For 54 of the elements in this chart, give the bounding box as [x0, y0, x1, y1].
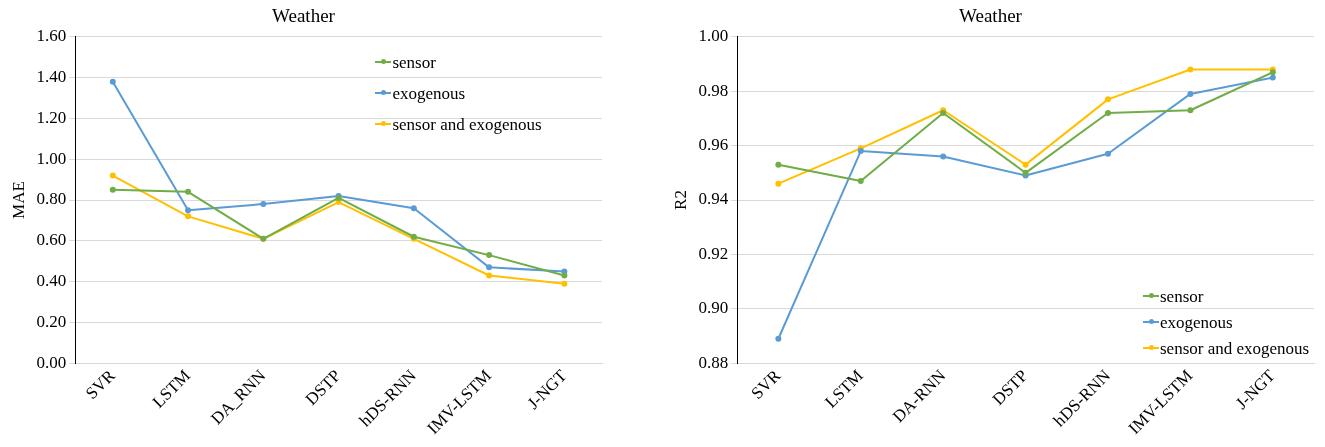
y-tick-label: 1.20	[36, 107, 67, 127]
point	[486, 264, 493, 271]
point	[775, 161, 782, 168]
point	[260, 201, 267, 208]
point	[185, 207, 192, 214]
y-tick-label: 0.00	[36, 352, 67, 372]
point	[109, 172, 116, 179]
y-tick-label: 1.00	[698, 26, 729, 46]
point	[1187, 66, 1194, 73]
point	[109, 78, 116, 85]
x-tick-label: SVR	[81, 365, 120, 403]
point	[1104, 150, 1111, 157]
point	[857, 177, 864, 184]
point	[561, 272, 568, 279]
y-tick-label: 1.60	[36, 26, 67, 46]
point	[185, 188, 192, 195]
y-tick-label: 0.60	[36, 230, 67, 250]
chart-title: Weather	[959, 5, 1023, 27]
legend-label: sensor and exogenous	[1160, 338, 1310, 358]
point	[1104, 96, 1111, 103]
point	[1022, 161, 1029, 168]
x-tick-label: SVR	[747, 365, 785, 403]
point	[109, 186, 116, 193]
chart-title: Weather	[272, 5, 336, 27]
y-tick-label: 0.88	[698, 352, 729, 372]
legend-label: sensor and exogenous	[392, 114, 542, 134]
y-tick-label: 0.20	[36, 311, 67, 331]
y-tick-label: 1.40	[36, 67, 67, 87]
point	[1187, 90, 1194, 97]
point	[561, 280, 568, 287]
y-tick-label: 0.96	[698, 135, 729, 155]
point	[940, 153, 947, 160]
legend-label: exogenous	[392, 83, 466, 103]
legend-label: sensor	[392, 52, 436, 72]
y-axis-title: MAE	[8, 181, 28, 219]
legend-label: sensor	[1160, 286, 1204, 306]
point	[486, 272, 493, 279]
point	[775, 180, 782, 187]
point	[775, 335, 782, 342]
y-tick-label: 0.98	[698, 80, 729, 100]
point	[1269, 74, 1276, 81]
y-tick-label: 0.94	[698, 189, 729, 209]
y-tick-label: 1.00	[36, 148, 67, 168]
point	[185, 213, 192, 220]
legend-label: exogenous	[1160, 312, 1233, 332]
point	[1104, 109, 1111, 116]
y-axis-title: R2	[670, 190, 690, 210]
point	[486, 252, 493, 259]
y-tick-label: 0.40	[36, 271, 67, 291]
point	[410, 205, 417, 212]
y-tick-label: 0.92	[698, 243, 729, 263]
y-tick-label: 0.80	[36, 189, 67, 209]
y-tick-label: 0.90	[698, 298, 729, 318]
point	[1187, 107, 1194, 114]
